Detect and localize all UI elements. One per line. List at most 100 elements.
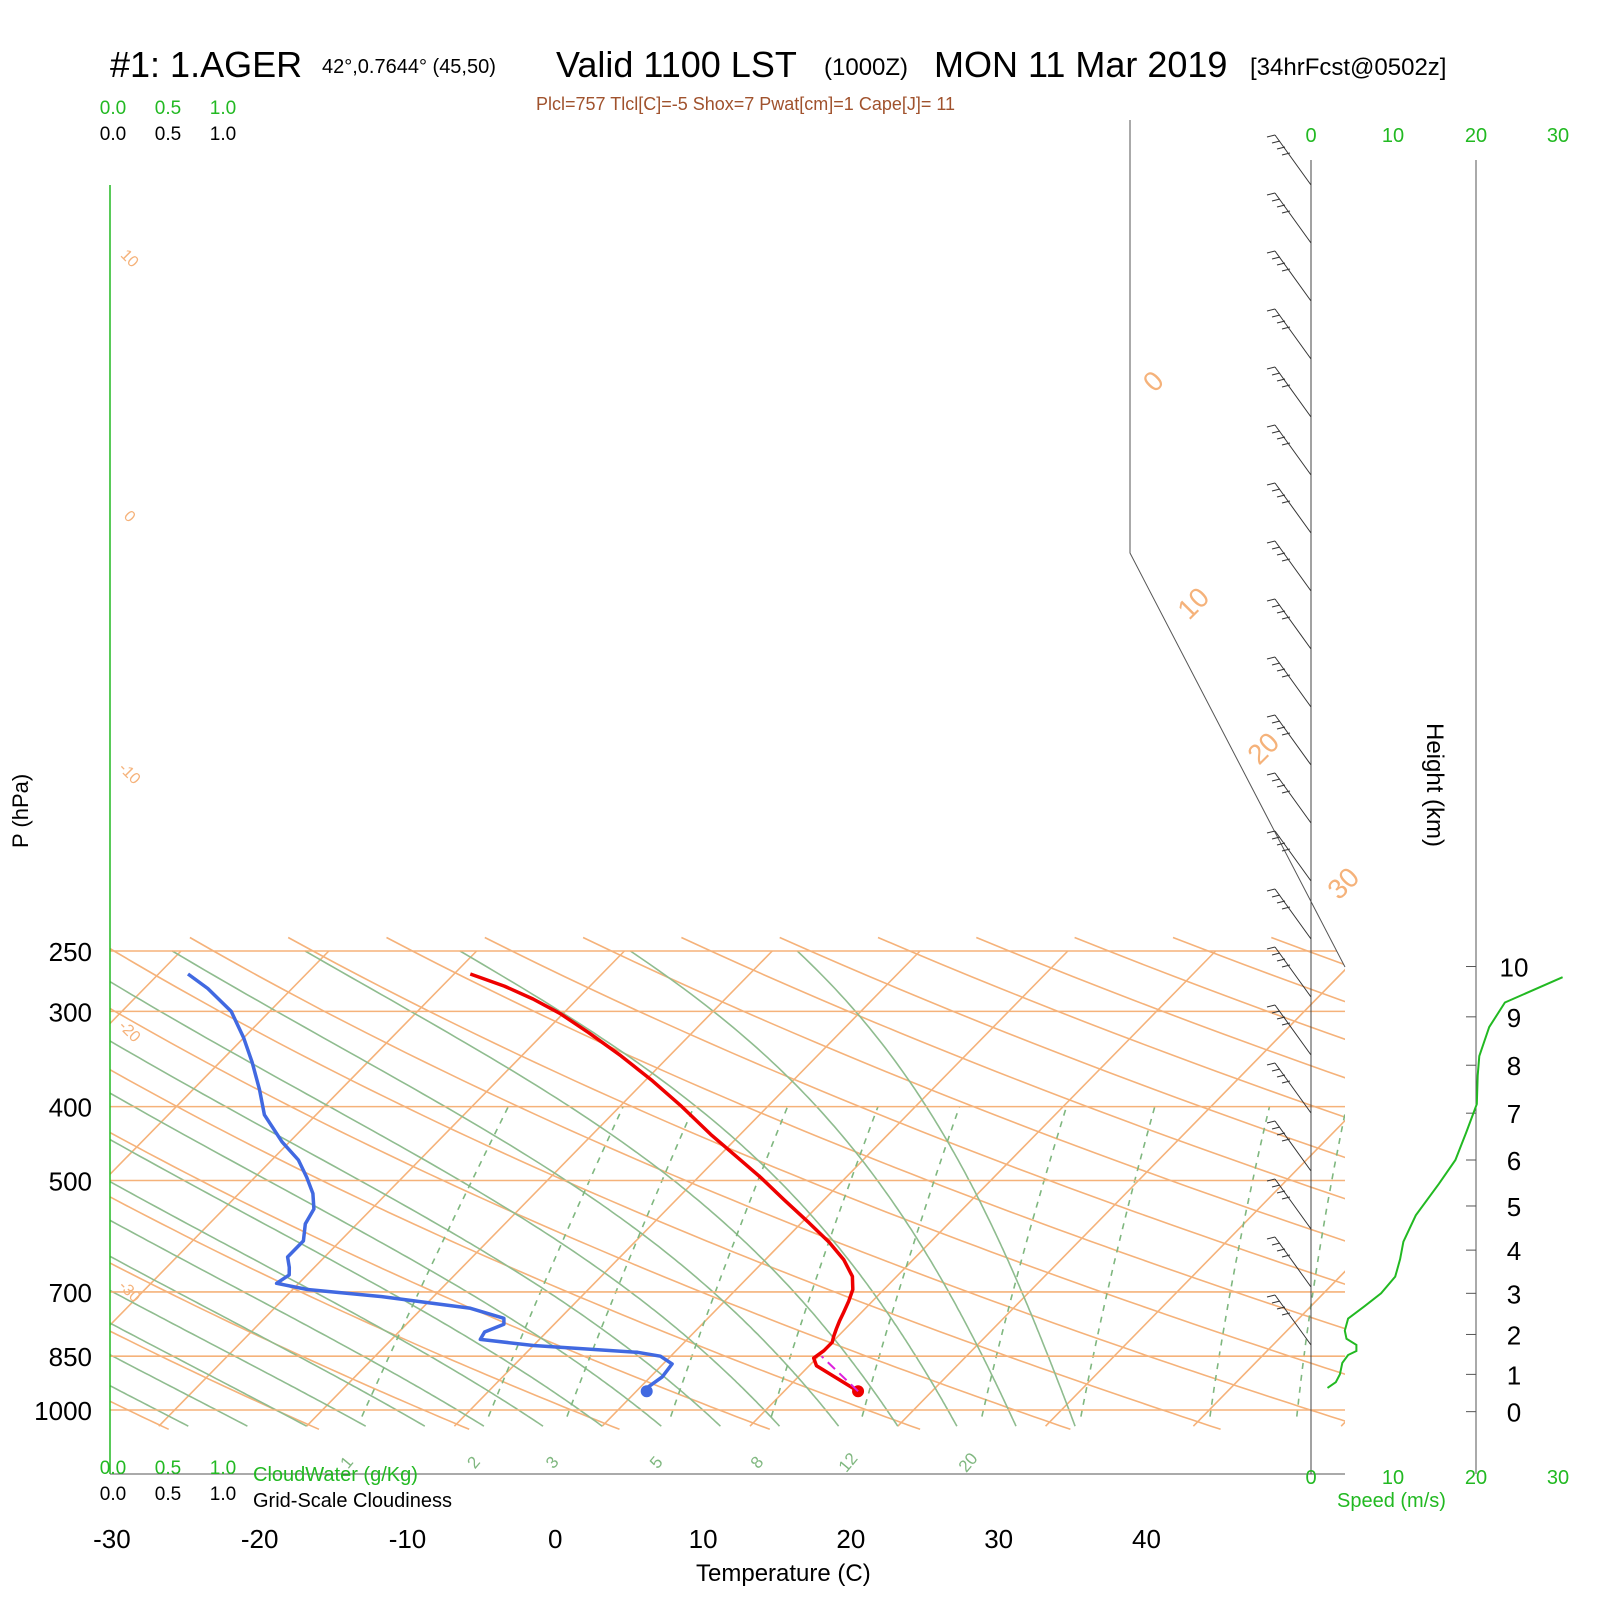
- x-tick-label: -20: [241, 1524, 279, 1554]
- mixing-ratio-line: [1080, 1106, 1156, 1417]
- mixing-ratio-line: [487, 1106, 624, 1417]
- dry-adiabat-line: [110, 936, 1071, 1431]
- moist-adiabat-line: [171, 950, 840, 1427]
- isotherm-line: [110, 950, 478, 1427]
- wind-barb: [1274, 424, 1312, 476]
- wind-barb-flag: [1266, 366, 1276, 370]
- wind-barb: [1274, 1120, 1312, 1172]
- dry-adiabat-line: [779, 936, 1345, 1431]
- sounding-indices: Plcl=757 Tlcl[C]=-5 Shox=7 Pwat[cm]=1 Ca…: [536, 94, 956, 114]
- wind-barb-flag: [1266, 1294, 1276, 1298]
- wind-barb-flag: [1281, 152, 1291, 156]
- wind-barb-flag: [1271, 952, 1281, 956]
- speed-tick-bottom: 20: [1465, 1467, 1487, 1489]
- wind-barb-flag: [1281, 732, 1291, 736]
- parcel-line: [820, 1355, 859, 1393]
- wind-barb-flag: [1266, 192, 1276, 196]
- wind-barb-flag: [1276, 1016, 1286, 1020]
- isotherm-line: [0, 951, 33, 1426]
- moist-adiabat-line: [110, 950, 721, 1427]
- dry-adiabat-line: [681, 936, 1345, 1431]
- wind-barb: [1274, 772, 1312, 824]
- wind-barb-flag: [1276, 146, 1286, 150]
- mixing-ratio-line: [861, 1106, 961, 1417]
- pressure-tick-label: 250: [49, 937, 92, 967]
- mixing-ratio-label: 2: [463, 1453, 484, 1472]
- wind-barb-flag: [1276, 436, 1286, 440]
- mixing-ratio-label: 8: [747, 1453, 768, 1472]
- wind-barb-flag: [1276, 958, 1286, 962]
- dewpoint-surface-dot: [640, 1385, 653, 1398]
- wind-barb-flag: [1266, 714, 1276, 718]
- cloudwater-scale-bottom: 0.5: [155, 1458, 181, 1479]
- wind-barb-flag: [1266, 1178, 1276, 1182]
- dry-adiabat-line: [582, 936, 1345, 1431]
- height-tick-label: 6: [1507, 1146, 1521, 1176]
- isotherm-line: [1044, 950, 1345, 1427]
- x-tick-label: 0: [548, 1524, 562, 1554]
- wind-barb-flag: [1266, 540, 1276, 544]
- wind-barb: [1274, 366, 1312, 418]
- moist-adiabat-line: [796, 950, 1076, 1427]
- mixing-ratio-line: [566, 1106, 695, 1417]
- station-coords: 42°,0.7644° (45,50): [322, 56, 496, 78]
- pressure-tick-label: 500: [49, 1166, 92, 1196]
- wind-barb-flag: [1281, 616, 1291, 620]
- wind-barb-flag: [1281, 1196, 1291, 1200]
- mixing-ratio-label: 3: [542, 1453, 563, 1472]
- wind-barb-flag: [1276, 1190, 1286, 1194]
- cloudwater-scale-top: 0.0: [100, 98, 126, 119]
- isotherm-label: 0: [1137, 365, 1170, 398]
- wind-barb: [1274, 134, 1312, 186]
- isotherm-line: [110, 950, 330, 1427]
- wind-barb-flag: [1266, 598, 1276, 602]
- height-tick-label: 10: [1500, 953, 1529, 983]
- dry-adiabat-line: [110, 936, 320, 1431]
- wind-barb-flag: [1271, 372, 1281, 376]
- isotherm-line: [601, 950, 1069, 1427]
- temperature-line: [469, 972, 860, 1393]
- moist-adiabat-line: [304, 950, 899, 1427]
- x-tick-label: -30: [93, 1524, 131, 1554]
- wind-barb-flag: [1271, 778, 1281, 782]
- wind-barb-flag: [1271, 430, 1281, 434]
- wind-barb-flag: [1266, 772, 1276, 776]
- dry-adiabat-line: [287, 936, 1345, 1431]
- mixing-ratio-label: 5: [646, 1453, 667, 1472]
- wind-barb-flag: [1266, 888, 1276, 892]
- zulu-time: (1000Z): [824, 54, 909, 81]
- mixing-ratio-line: [1296, 1106, 1345, 1417]
- wind-barb-flag: [1266, 946, 1276, 950]
- dry-adiabat-line: [1370, 938, 1600, 1430]
- wind-barb-flag: [1281, 790, 1291, 794]
- wind-barb-flag: [1266, 830, 1276, 834]
- wind-barb: [1274, 1236, 1312, 1288]
- wind-barb-flag: [1281, 1254, 1291, 1258]
- wind-barb-flag: [1271, 720, 1281, 724]
- isotherm-label: -20: [115, 1018, 143, 1046]
- wind-barb: [1274, 946, 1312, 998]
- isotherm-label: 30: [1321, 861, 1365, 905]
- speed-tick-top: 30: [1547, 125, 1569, 147]
- cloudwater-scale-bottom: 0.0: [100, 1458, 126, 1479]
- wind-barb-flag: [1271, 256, 1281, 260]
- speed-axis-title: Speed (m/s): [1337, 1490, 1446, 1512]
- mixing-ratio-label: 20: [955, 1449, 982, 1476]
- wind-barb-flag: [1271, 140, 1281, 144]
- wind-barb-flag: [1271, 1010, 1281, 1014]
- wind-barb-flag: [1276, 1248, 1286, 1252]
- mixing-ratio-line: [361, 1106, 510, 1417]
- dry-adiabat-line: [110, 936, 620, 1431]
- wind-barb-flag: [1266, 250, 1276, 254]
- mixing-ratio-line: [669, 1106, 789, 1417]
- speed-tick-bottom: 0: [1305, 1467, 1316, 1489]
- wind-barb-flag: [1281, 964, 1291, 968]
- moist-adiabat-line: [629, 950, 1017, 1427]
- isotherm-line: [158, 950, 625, 1427]
- wind-barb-flag: [1276, 494, 1286, 498]
- cloudiness-legend: Grid-Scale Cloudiness: [253, 1490, 452, 1512]
- wind-barb-flag: [1271, 894, 1281, 898]
- wind-barb-flag: [1271, 198, 1281, 202]
- height-tick-label: 8: [1507, 1051, 1521, 1081]
- wind-barb-flag: [1281, 1022, 1291, 1026]
